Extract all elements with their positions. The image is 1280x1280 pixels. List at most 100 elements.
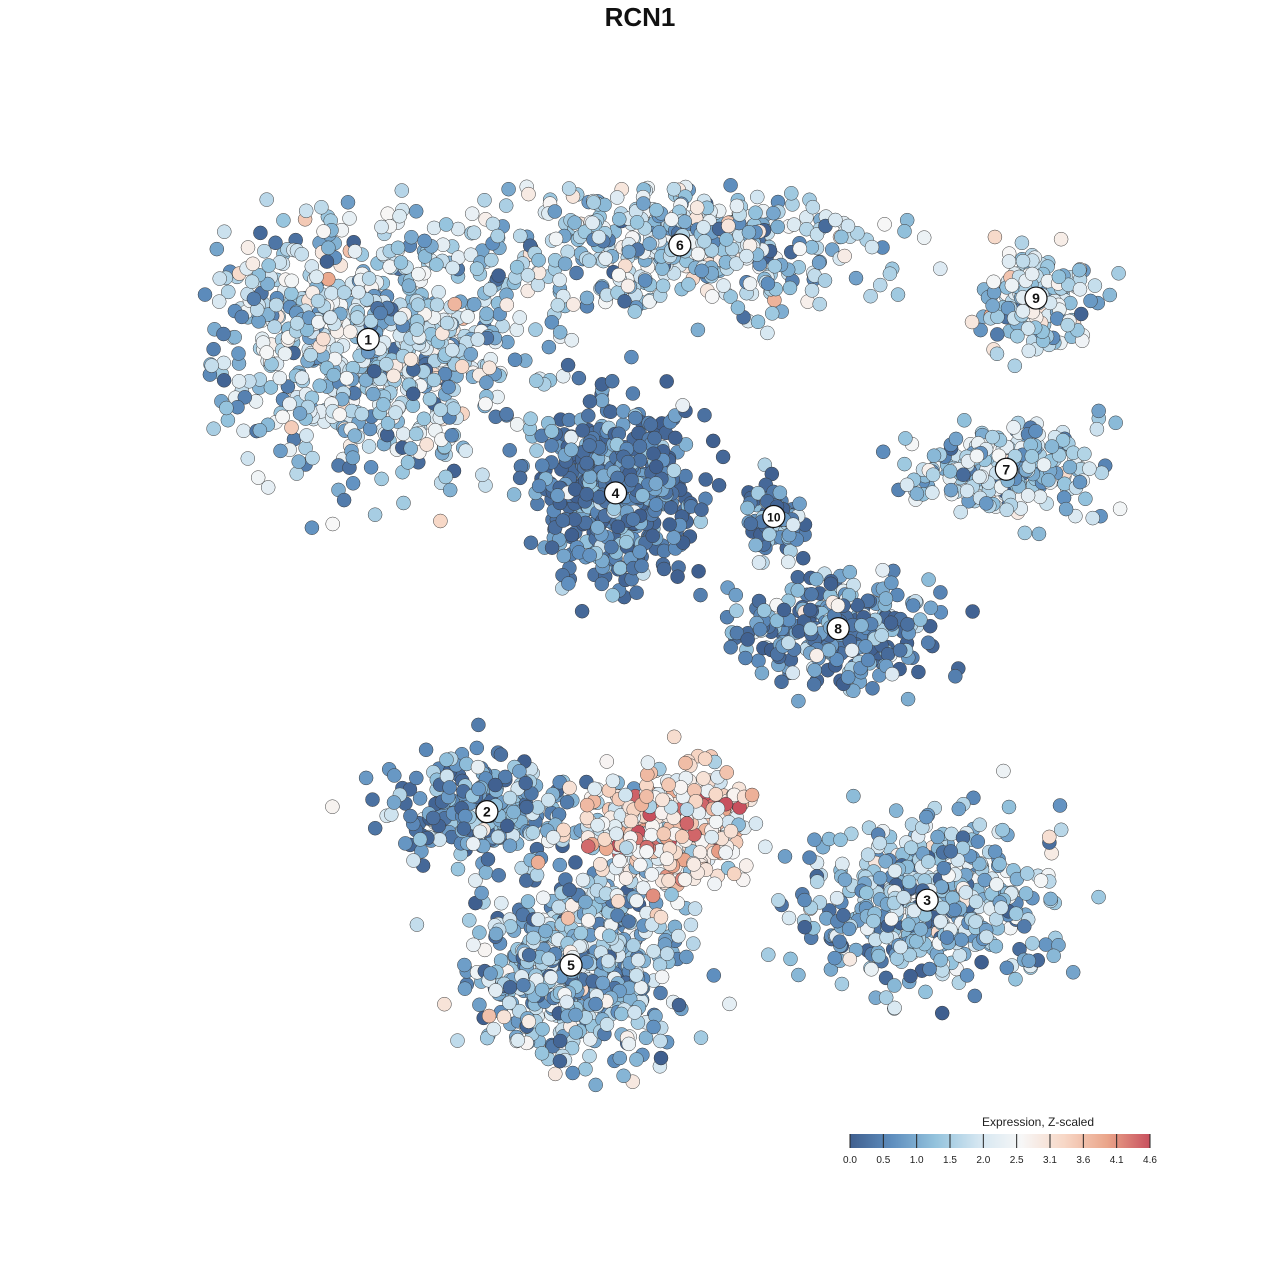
cell-point bbox=[653, 1033, 668, 1049]
svg-text:3: 3 bbox=[923, 892, 931, 908]
cell-point bbox=[678, 755, 693, 771]
cell-point bbox=[552, 1033, 568, 1049]
cell-point bbox=[918, 984, 933, 1000]
cell-point bbox=[750, 189, 765, 205]
chart-title: RCN1 bbox=[604, 2, 676, 32]
cell-point bbox=[1024, 266, 1040, 282]
cell-point bbox=[588, 1077, 603, 1093]
cell-point bbox=[821, 642, 837, 658]
cell-point bbox=[419, 437, 434, 452]
cell-point bbox=[418, 742, 434, 758]
cell-point bbox=[610, 893, 626, 909]
cell-point bbox=[260, 480, 276, 495]
cell-point bbox=[408, 204, 424, 219]
cell-point bbox=[760, 325, 775, 341]
cell-point bbox=[324, 286, 339, 301]
cell-point bbox=[632, 439, 648, 454]
cell-point bbox=[964, 314, 980, 330]
cell-point bbox=[464, 206, 480, 221]
cell-point bbox=[560, 911, 576, 926]
cell-point bbox=[661, 873, 676, 888]
cell-point bbox=[804, 586, 819, 602]
cell-point bbox=[462, 913, 477, 928]
cell-point bbox=[705, 433, 721, 449]
cell-point bbox=[911, 664, 926, 680]
cell-point bbox=[463, 346, 479, 362]
cell-point bbox=[901, 874, 917, 890]
cell-point bbox=[645, 888, 661, 903]
cell-point bbox=[784, 186, 799, 201]
cell-point bbox=[326, 367, 341, 383]
cell-point bbox=[478, 865, 494, 880]
cell-point bbox=[936, 860, 952, 876]
cell-point bbox=[578, 894, 593, 910]
cell-point bbox=[1087, 278, 1103, 293]
cell-point bbox=[716, 278, 731, 293]
cell-point bbox=[425, 810, 441, 826]
cell-point bbox=[325, 516, 340, 532]
cell-point bbox=[609, 826, 624, 842]
cell-point bbox=[642, 236, 657, 252]
cell-point bbox=[550, 488, 565, 503]
cell-point bbox=[472, 925, 487, 940]
cell-point bbox=[1094, 465, 1109, 481]
cell-point bbox=[1062, 459, 1078, 475]
cell-point bbox=[272, 370, 288, 386]
cluster-label-5: 5 bbox=[559, 953, 583, 977]
cell-point bbox=[777, 849, 793, 864]
cell-point bbox=[903, 840, 919, 855]
cell-point bbox=[988, 938, 1004, 954]
cell-point bbox=[785, 665, 800, 681]
cell-point bbox=[512, 310, 527, 325]
cell-point bbox=[704, 289, 720, 304]
cell-point bbox=[1043, 891, 1058, 907]
cell-point bbox=[506, 804, 521, 820]
cell-point bbox=[582, 548, 597, 563]
cell-point bbox=[244, 274, 260, 289]
cell-point bbox=[708, 787, 724, 802]
cell-point bbox=[219, 400, 234, 416]
cluster-label-2: 2 bbox=[475, 800, 499, 824]
cell-point bbox=[999, 502, 1014, 518]
cell-point bbox=[883, 615, 899, 630]
cell-point bbox=[1083, 293, 1098, 309]
cell-point bbox=[990, 327, 1005, 342]
cell-point bbox=[679, 802, 695, 817]
cell-point bbox=[582, 438, 597, 453]
cell-point bbox=[221, 284, 236, 300]
cell-point bbox=[361, 271, 377, 286]
cell-point bbox=[354, 406, 370, 422]
cell-point bbox=[211, 294, 227, 309]
cell-point bbox=[534, 982, 550, 998]
cell-point bbox=[875, 562, 890, 578]
color-legend: Expression, Z-scaled 0.0 0.5 1.0 1.5 2.0 2.5 3… bbox=[843, 1115, 1157, 1166]
cell-point bbox=[954, 932, 969, 948]
cell-point bbox=[365, 792, 380, 807]
cell-point bbox=[581, 913, 596, 928]
cell-point bbox=[795, 550, 811, 566]
cell-point bbox=[534, 458, 550, 473]
legend-color-bar bbox=[850, 1134, 1150, 1148]
cell-point bbox=[197, 287, 213, 302]
cell-point bbox=[273, 443, 288, 459]
cell-point bbox=[666, 530, 681, 545]
cell-point bbox=[616, 1068, 631, 1084]
cell-point bbox=[729, 198, 745, 214]
cell-point bbox=[466, 937, 481, 953]
cell-point bbox=[686, 936, 701, 951]
cell-point bbox=[303, 347, 318, 363]
cell-point bbox=[791, 967, 806, 983]
cell-point bbox=[444, 428, 459, 443]
cell-point bbox=[830, 598, 846, 613]
cell-point bbox=[920, 635, 936, 650]
cell-point bbox=[523, 411, 538, 426]
cell-point bbox=[671, 997, 687, 1013]
cell-point bbox=[992, 856, 1007, 872]
cell-point bbox=[985, 429, 1000, 445]
cell-point bbox=[612, 853, 627, 869]
cell-point bbox=[646, 446, 661, 461]
cell-point bbox=[802, 602, 818, 618]
cell-point bbox=[972, 817, 987, 832]
cell-point bbox=[580, 839, 596, 854]
legend-tick-label: 4.1 bbox=[1110, 1155, 1124, 1166]
